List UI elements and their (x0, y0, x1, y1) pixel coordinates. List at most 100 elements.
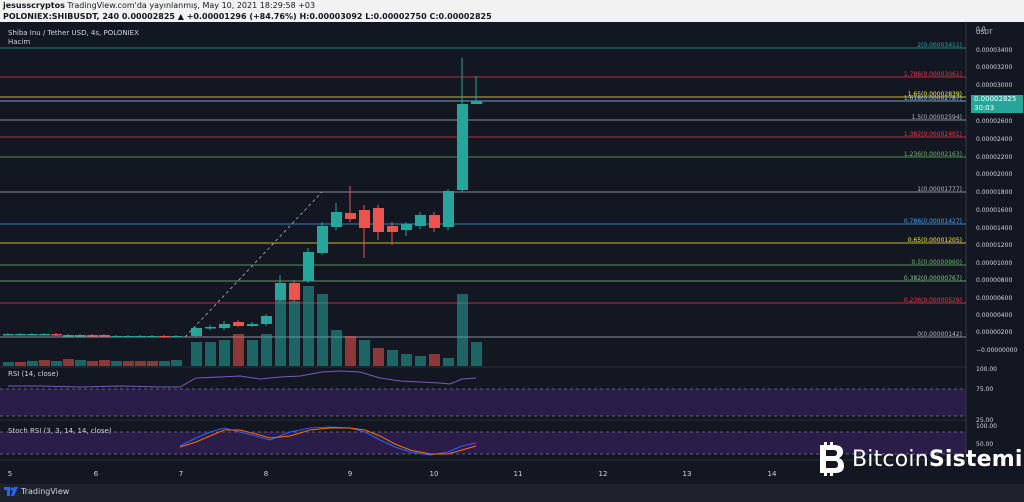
candle-body[interactable] (303, 252, 314, 281)
tradingview-logo[interactable]: TradingView (4, 487, 69, 496)
candle-body[interactable] (359, 210, 370, 228)
stoch-tick-label: 50.00 (976, 441, 993, 448)
candle-body[interactable] (261, 316, 272, 324)
price-tick-label: 0.00001400 (976, 225, 1012, 232)
volume-bar (123, 361, 134, 366)
volume-bar (171, 360, 182, 366)
price-chart[interactable]: Shiba Inu / Tether USD, 4s, POLONIEXHaci… (0, 22, 1024, 484)
candle-body[interactable] (51, 334, 62, 336)
time-axis-label: 13 (683, 470, 692, 478)
candle-body[interactable] (135, 336, 146, 338)
price-tick-label: 0.00003400 (976, 47, 1012, 54)
candle-body[interactable] (39, 334, 50, 336)
time-axis-label: 12 (599, 470, 608, 478)
fib-level-label: 1.5(0.00002594) (912, 114, 963, 121)
candle-body[interactable] (457, 104, 468, 190)
candle-body[interactable] (219, 324, 230, 328)
candle-body[interactable] (443, 191, 454, 227)
fib-level-label: 1.382(0.00002401) (904, 131, 962, 138)
volume-bar (247, 340, 258, 366)
stoch-band (0, 432, 966, 454)
rsi-tick-label: 100.00 (976, 366, 997, 373)
candle-body[interactable] (289, 283, 300, 300)
price-tick-label: 0.00003000 (976, 82, 1012, 89)
fib-level-label: 0.382(0.00000767) (904, 275, 962, 282)
volume-bar (51, 361, 62, 366)
volume-bar (3, 362, 14, 366)
volume-bar (233, 334, 244, 366)
candle-body[interactable] (387, 226, 398, 232)
candle-body[interactable] (415, 215, 426, 226)
price-tick-label: 0.0 (976, 26, 986, 33)
candle-body[interactable] (331, 212, 342, 227)
candle-body[interactable] (171, 336, 182, 338)
candle-body[interactable] (99, 335, 110, 337)
candle-body[interactable] (3, 334, 14, 336)
fib-level-label: 1(0.00001777) (917, 186, 962, 193)
volume-bar (415, 356, 426, 366)
candle-body[interactable] (471, 101, 482, 104)
candle-body[interactable] (159, 336, 170, 338)
last-price-badge: 0.00002825 30:03 (971, 95, 1023, 113)
rsi-label: RSI (14, close) (8, 370, 59, 378)
candle-body[interactable] (205, 327, 216, 329)
candle-body[interactable] (63, 335, 74, 337)
candle-body[interactable] (123, 336, 134, 338)
price-tick-label: 0.00000400 (976, 312, 1012, 319)
volume-bar (111, 361, 122, 366)
author-name[interactable]: jesusscryptos (3, 1, 65, 10)
volume-bar (345, 336, 356, 366)
candle-body[interactable] (27, 334, 38, 336)
volume-bar (159, 361, 170, 366)
rsi-line (8, 370, 477, 388)
price-tick-label: 0.00002400 (976, 136, 1012, 143)
volume-bar (373, 348, 384, 366)
bitcoin-logo-icon (820, 442, 844, 476)
volume-bar (261, 334, 272, 366)
candle-body[interactable] (191, 328, 202, 336)
candle-body[interactable] (429, 215, 440, 228)
candle-body[interactable] (345, 213, 356, 219)
candle-body[interactable] (147, 336, 158, 338)
time-axis-label: 14 (768, 470, 777, 478)
fib-level-label: 0.65(0.00001205) (908, 237, 962, 244)
volume-bar (39, 360, 50, 366)
time-axis-label: 11 (514, 470, 523, 478)
price-tick-label: 0.00000600 (976, 295, 1012, 302)
time-axis-label: 9 (348, 470, 352, 478)
volume-bar (135, 361, 146, 366)
price-tick-label: 0.00002200 (976, 154, 1012, 161)
volume-bar (75, 360, 86, 366)
currency-label: USDT (976, 29, 993, 36)
price-tick-label: 0.00001600 (976, 207, 1012, 214)
fib-level-label: 0.236(0.00000529) (904, 297, 962, 304)
volume-bar (443, 358, 454, 366)
candle-body[interactable] (317, 226, 328, 253)
price-tick-label: 0.00001000 (976, 260, 1012, 267)
volume-bar (275, 283, 286, 366)
candle-body[interactable] (75, 335, 86, 337)
footer-bar: TradingView (0, 484, 1024, 502)
stoch-k-line (179, 426, 477, 456)
rsi-tick-label: 75.00 (976, 386, 993, 393)
candle-body[interactable] (373, 208, 384, 232)
candle-body[interactable] (87, 335, 98, 337)
candle-body[interactable] (247, 324, 258, 326)
candle-body[interactable] (111, 336, 122, 338)
volume-bar (147, 361, 158, 366)
candle-body[interactable] (15, 334, 26, 336)
volume-bar (205, 342, 216, 366)
stoch-label: Stoch RSI (3, 3, 14, 14, close) (8, 427, 112, 435)
volume-bar (387, 350, 398, 366)
price-tick-label: −0.00000000 (976, 347, 1017, 354)
volume-bar (87, 361, 98, 366)
price-tick-label: 0.00000800 (976, 277, 1012, 284)
fib-level-label: 0.786(0.00001427) (904, 218, 962, 225)
candle-body[interactable] (275, 283, 286, 300)
publish-info: TradingView.com'da yayınlanmış, May 10, … (67, 1, 316, 10)
watermark-text-1: Bitcoin (852, 446, 929, 472)
volume-bar (99, 360, 110, 366)
candle-body[interactable] (233, 322, 244, 326)
volume-bar (289, 301, 300, 366)
candle-body[interactable] (401, 224, 412, 230)
